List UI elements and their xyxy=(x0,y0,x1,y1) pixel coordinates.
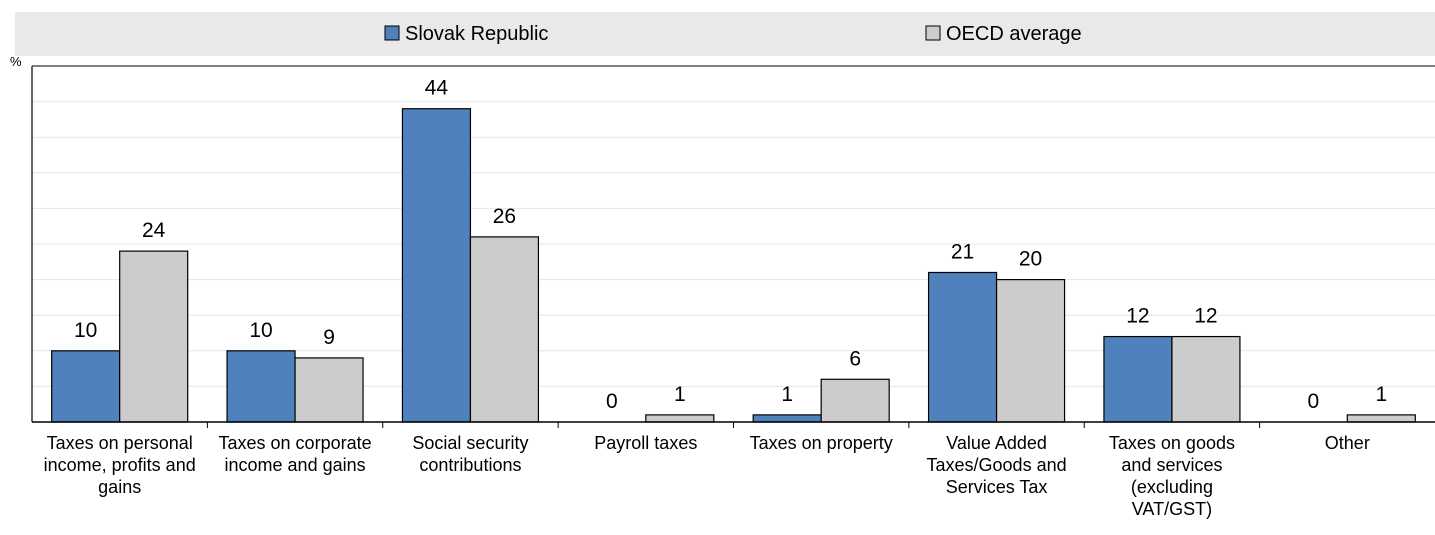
value-label-oecd-average: 12 xyxy=(1194,305,1217,328)
bar-slovak-republic xyxy=(752,414,822,423)
bar-oecd-average xyxy=(119,250,189,423)
value-label-slovak-republic: 10 xyxy=(74,319,97,342)
legend-swatch-slovak-republic xyxy=(384,25,400,41)
value-labels: 10 24 10 9 44 26 0 1 1 6 21 20 12 12 0 1 xyxy=(74,77,1387,413)
value-label-oecd-average: 1 xyxy=(1375,383,1387,406)
bar-slovak-republic xyxy=(401,108,472,423)
category-labels: Taxes on personal income, profits and gain… xyxy=(44,433,1370,519)
bar-oecd-average xyxy=(1171,335,1241,423)
bar-oecd-average xyxy=(1346,414,1416,423)
bar-slovak-republic xyxy=(51,350,121,423)
bar-oecd-average xyxy=(645,414,715,423)
bar-oecd-average xyxy=(995,279,1066,423)
legend-label-slovak-republic: Slovak Republic xyxy=(405,23,548,45)
legend-background xyxy=(15,12,1435,56)
category-label: Payroll taxes xyxy=(594,433,697,453)
category-label-line: Taxes on goods xyxy=(1109,433,1235,453)
category-label-line: Social security xyxy=(412,433,528,453)
value-label-oecd-average: 6 xyxy=(849,347,861,370)
legend: Slovak Republic OECD average xyxy=(384,23,1082,45)
category-label-line: Payroll taxes xyxy=(594,433,697,453)
category-label-line: Taxes on corporate xyxy=(219,433,372,453)
value-label-slovak-republic: 12 xyxy=(1126,305,1149,328)
bar-slovak-republic xyxy=(927,271,998,423)
y-axis-unit: % xyxy=(10,54,22,69)
legend-swatch-oecd-average xyxy=(925,25,941,41)
bar-slovak-republic xyxy=(1103,335,1173,423)
value-label-oecd-average: 1 xyxy=(674,383,686,406)
category-label-line: income, profits and xyxy=(44,455,196,475)
category-label: Taxes on personal income, profits and gain… xyxy=(44,433,196,497)
value-label-oecd-average: 20 xyxy=(1019,248,1042,271)
legend-label-oecd-average: OECD average xyxy=(946,23,1082,45)
category-label: Taxes on corporate income and gains xyxy=(219,433,372,475)
category-label-line: Taxes/Goods and xyxy=(927,455,1067,475)
category-label: Value Added Taxes/Goods and Services Tax xyxy=(927,433,1067,497)
category-label-line: Services Tax xyxy=(946,477,1048,497)
category-label-line: gains xyxy=(98,477,141,497)
category-label-line: Other xyxy=(1325,433,1370,453)
category-label-line: Taxes on property xyxy=(750,433,893,453)
category-label-line: and services xyxy=(1121,455,1222,475)
category-label-line: VAT/GST) xyxy=(1132,499,1212,519)
value-label-slovak-republic: 0 xyxy=(1307,390,1319,413)
value-label-slovak-republic: 0 xyxy=(606,390,618,413)
bar-oecd-average xyxy=(469,236,540,423)
category-label-line: income and gains xyxy=(225,455,366,475)
bars xyxy=(51,108,1416,423)
category-label-line: Taxes on personal xyxy=(47,433,193,453)
category-label: Other xyxy=(1325,433,1370,453)
bar-slovak-republic xyxy=(226,350,296,423)
value-label-slovak-republic: 10 xyxy=(249,319,272,342)
category-label: Social security contributions xyxy=(412,433,528,475)
category-label-line: Value Added xyxy=(946,433,1047,453)
value-label-slovak-republic: 21 xyxy=(951,240,974,263)
value-label-slovak-republic: 1 xyxy=(781,383,793,406)
category-label: Taxes on property xyxy=(750,433,893,453)
value-label-oecd-average: 9 xyxy=(323,326,335,349)
value-label-slovak-republic: 44 xyxy=(425,77,449,100)
axes xyxy=(31,65,1435,428)
bar-oecd-average xyxy=(820,378,890,423)
category-label-line: contributions xyxy=(419,455,521,475)
value-label-oecd-average: 24 xyxy=(142,219,166,242)
value-label-oecd-average: 26 xyxy=(493,205,516,228)
category-label-line: (excluding xyxy=(1131,477,1213,497)
bar-oecd-average xyxy=(294,357,364,423)
category-label: Taxes on goods and services (excluding VAT/… xyxy=(1109,433,1235,519)
